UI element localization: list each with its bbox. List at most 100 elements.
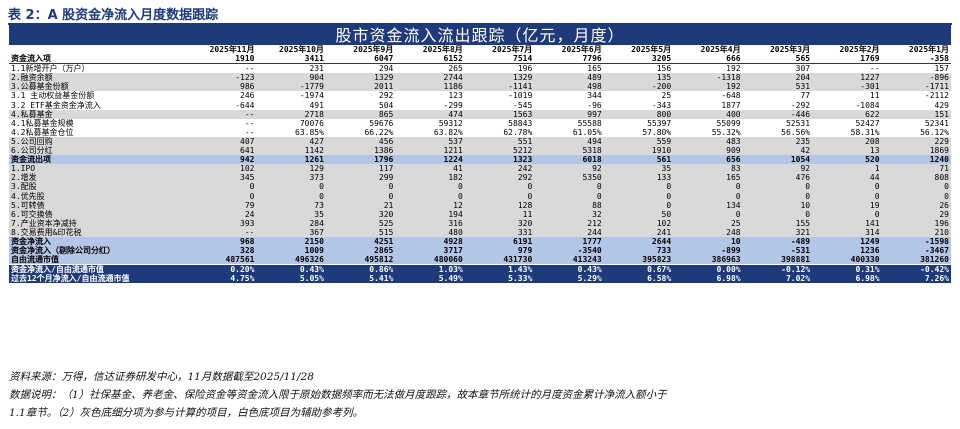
row-label: 过去12个月净流入/自由流通市值 xyxy=(9,274,187,284)
value-cell: 1236 xyxy=(812,246,882,256)
data-note-line2: 1.1章节。（2）灰色底细分项为参与计算的项目，白色底项目为辅助参考列。 xyxy=(9,407,364,419)
month-header: 2025年9月 xyxy=(325,45,396,55)
value-cell: 21 xyxy=(325,200,396,210)
month-header: 2025年6月 xyxy=(534,45,604,55)
value-cell: 1186 xyxy=(395,82,465,92)
value-cell: 165 xyxy=(673,173,743,183)
value-cell: 316 xyxy=(395,218,465,228)
value-cell: 292 xyxy=(378,91,394,101)
value-cell: 5.33% xyxy=(464,274,535,284)
value-cell: 407 xyxy=(187,136,257,147)
value-cell: 476 xyxy=(742,173,813,183)
value-cell: 2011 xyxy=(325,82,396,92)
value-cell: 5.49% xyxy=(395,274,465,284)
value-cell: 498 xyxy=(534,82,604,92)
inflow-total-cell: -358 xyxy=(881,54,951,64)
value-cell: 10 xyxy=(673,236,743,247)
value-cell: 88 xyxy=(534,200,604,210)
value-cell: 307 xyxy=(795,64,811,74)
value-cell: 59312 xyxy=(438,118,463,128)
value-cell: 656 xyxy=(673,155,743,165)
value-cell: 495812 xyxy=(325,255,396,265)
table-row: 过去12个月净流入/自由流通市值 4.75% 5.05% 5.41% 5.49% 5.33… xyxy=(9,274,951,284)
month-header: 2025年8月 xyxy=(395,45,465,55)
value-cell: -- xyxy=(869,64,880,74)
value-cell: 70076 xyxy=(299,118,324,128)
table-row: 4.私募基金 -- 2718 865 474 1563 997 800 400 -446 622 15… xyxy=(9,109,951,119)
value-cell: 77 xyxy=(800,91,811,101)
value-cell: 6.58% xyxy=(603,274,674,284)
value-cell: 123 xyxy=(448,91,463,101)
value-cell: 2150 xyxy=(256,236,326,247)
value-cell: 212 xyxy=(534,218,604,228)
value-cell: -3540 xyxy=(534,246,604,256)
value-cell: 904 xyxy=(256,73,326,83)
value-cell: 66.22% xyxy=(364,127,394,137)
value-cell: 489 xyxy=(534,73,604,83)
row-label: 4.1私募基金规模 xyxy=(11,118,74,128)
value-cell: 320 xyxy=(464,218,535,228)
value-cell: 0 xyxy=(325,182,396,192)
value-cell: 29 xyxy=(881,209,951,219)
value-cell: -0.42% xyxy=(881,264,951,275)
value-cell: 0 xyxy=(534,191,604,201)
value-cell: 92 xyxy=(742,164,813,174)
value-cell: 63.85% xyxy=(295,127,324,137)
value-cell: 204 xyxy=(742,73,813,83)
value-cell: 32 xyxy=(534,209,604,219)
value-cell: 0 xyxy=(881,182,951,192)
value-cell: 55.32% xyxy=(711,127,741,137)
value-cell: 504 xyxy=(378,100,394,110)
value-cell: 6191 xyxy=(464,236,535,247)
table-row: 2.增发 345 373 299 182 292 5350 133 165 476 44 808 xyxy=(9,173,951,183)
value-cell: 986 xyxy=(187,82,257,92)
value-cell: 73 xyxy=(256,200,326,210)
value-cell: 2744 xyxy=(395,73,465,83)
value-cell: 157 xyxy=(934,64,949,74)
value-cell: -3467 xyxy=(881,246,951,256)
month-header: 2025年3月 xyxy=(742,45,813,55)
value-cell: 55588 xyxy=(577,118,602,128)
value-cell: 321 xyxy=(742,227,813,237)
value-cell: 373 xyxy=(256,173,326,183)
value-cell: 92 xyxy=(534,164,604,174)
row-label: 3.公募基金份额 xyxy=(9,82,187,92)
value-cell: 0 xyxy=(603,182,674,192)
value-cell: 314 xyxy=(812,227,882,237)
value-cell: 63.82% xyxy=(433,127,463,137)
value-cell: -545 xyxy=(513,100,533,110)
value-cell: 11 xyxy=(869,91,880,101)
row-label: 资金净流入/自由流通市值 xyxy=(9,264,187,275)
value-cell: 1323 xyxy=(464,155,535,165)
value-cell: 248 xyxy=(673,227,743,237)
value-cell: 487561 xyxy=(187,255,257,265)
value-cell: 299 xyxy=(325,173,396,183)
value-cell: 345 xyxy=(187,173,257,183)
month-header: 2025年11月 xyxy=(187,45,257,55)
row-label: 3.配股 xyxy=(9,182,187,192)
table-row: 4.优先股 0 0 0 0 0 0 0 0 0 0 0 xyxy=(9,191,951,201)
row-label: 4.2私募基金仓位 xyxy=(11,127,74,137)
value-cell: 641 xyxy=(187,146,257,156)
value-cell: -343 xyxy=(651,100,672,110)
value-cell: 0 xyxy=(742,191,813,201)
value-cell: 0 xyxy=(673,209,743,219)
value-cell: 733 xyxy=(603,246,674,256)
value-cell: 7.26% xyxy=(881,274,951,284)
table-row: 4.1私募基金规模 -- 70076 59676 59312 58843 55588 5539… xyxy=(9,119,951,128)
inflow-header-row: 资金流入项 1910 3411 6047 6152 7514 7796 3205 666 565 1… xyxy=(9,54,951,64)
value-cell: 151 xyxy=(881,109,951,119)
table-row: 3.1 主动权益基金份额 246 -1974 292 123 -1019 344 25 -648… xyxy=(9,91,951,100)
value-cell: 194 xyxy=(395,209,465,219)
row-label: 资金净流入 xyxy=(9,236,187,247)
table-row: 3.公募基金份额 986 -1779 2011 1186 -1141 498 -200 192 5… xyxy=(9,82,951,92)
value-cell: 494 xyxy=(534,136,604,147)
value-cell: 0.20% xyxy=(187,264,257,275)
value-cell: 128 xyxy=(464,200,535,210)
inflow-total-cell: 3411 xyxy=(256,54,326,64)
value-cell: -1141 xyxy=(464,82,535,92)
value-cell: 0 xyxy=(603,200,674,210)
caption-divider xyxy=(8,23,952,25)
value-cell: 0 xyxy=(187,191,257,201)
value-cell: 367 xyxy=(256,227,326,237)
